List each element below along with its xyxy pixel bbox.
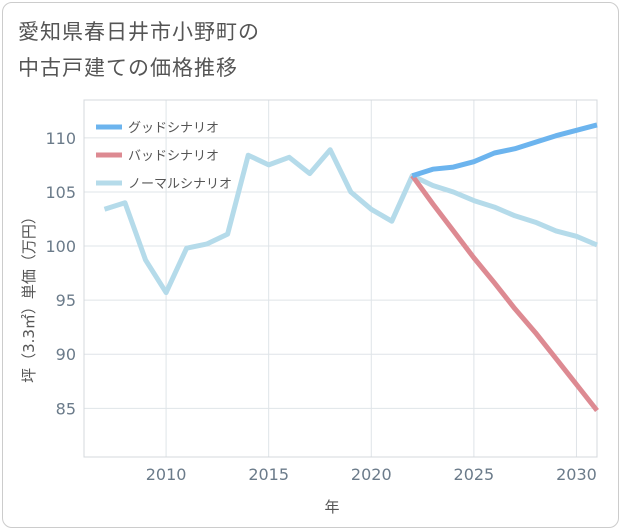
y-tick-label: 105: [45, 183, 76, 202]
x-tick-label: 2015: [248, 465, 289, 484]
y-axis-label: 坪（3.3㎡）単価（万円）: [20, 209, 38, 383]
chart-title-line-1: 愛知県春日井市小野町の: [18, 20, 260, 44]
grid: [84, 100, 597, 457]
y-tick-label: 110: [45, 129, 76, 148]
plot-area-border: [83, 99, 598, 458]
y-tick-labels: 85 90 95 100 105 110: [45, 129, 76, 418]
chart-title-line-2: 中古戸建ての価格推移: [18, 56, 238, 80]
x-tick-label: 2030: [556, 465, 597, 484]
y-tick-label: 90: [56, 345, 76, 364]
chart-title: 愛知県春日井市小野町の 中古戸建ての価格推移: [18, 14, 260, 86]
x-axis-label: 年: [324, 498, 339, 516]
x-tick-label: 2025: [454, 465, 495, 484]
legend-label-0: グッドシナリオ: [128, 121, 219, 136]
series-lines: [103, 122, 599, 413]
x-tick-label: 2010: [146, 465, 187, 484]
legend-label-1: バッドシナリオ: [128, 149, 219, 164]
x-tick-labels: 2010 2015 2020 2025 2030: [146, 465, 597, 484]
y-tick-label: 95: [56, 291, 76, 310]
legend-label-2: ノーマルシナリオ: [128, 177, 232, 192]
y-tick-label: 85: [56, 399, 76, 418]
series-line-2: [103, 147, 598, 296]
series-line-1: [410, 174, 599, 413]
x-tick-label: 2020: [351, 465, 392, 484]
y-tick-label: 100: [45, 237, 76, 256]
series-line-0: [411, 122, 598, 179]
